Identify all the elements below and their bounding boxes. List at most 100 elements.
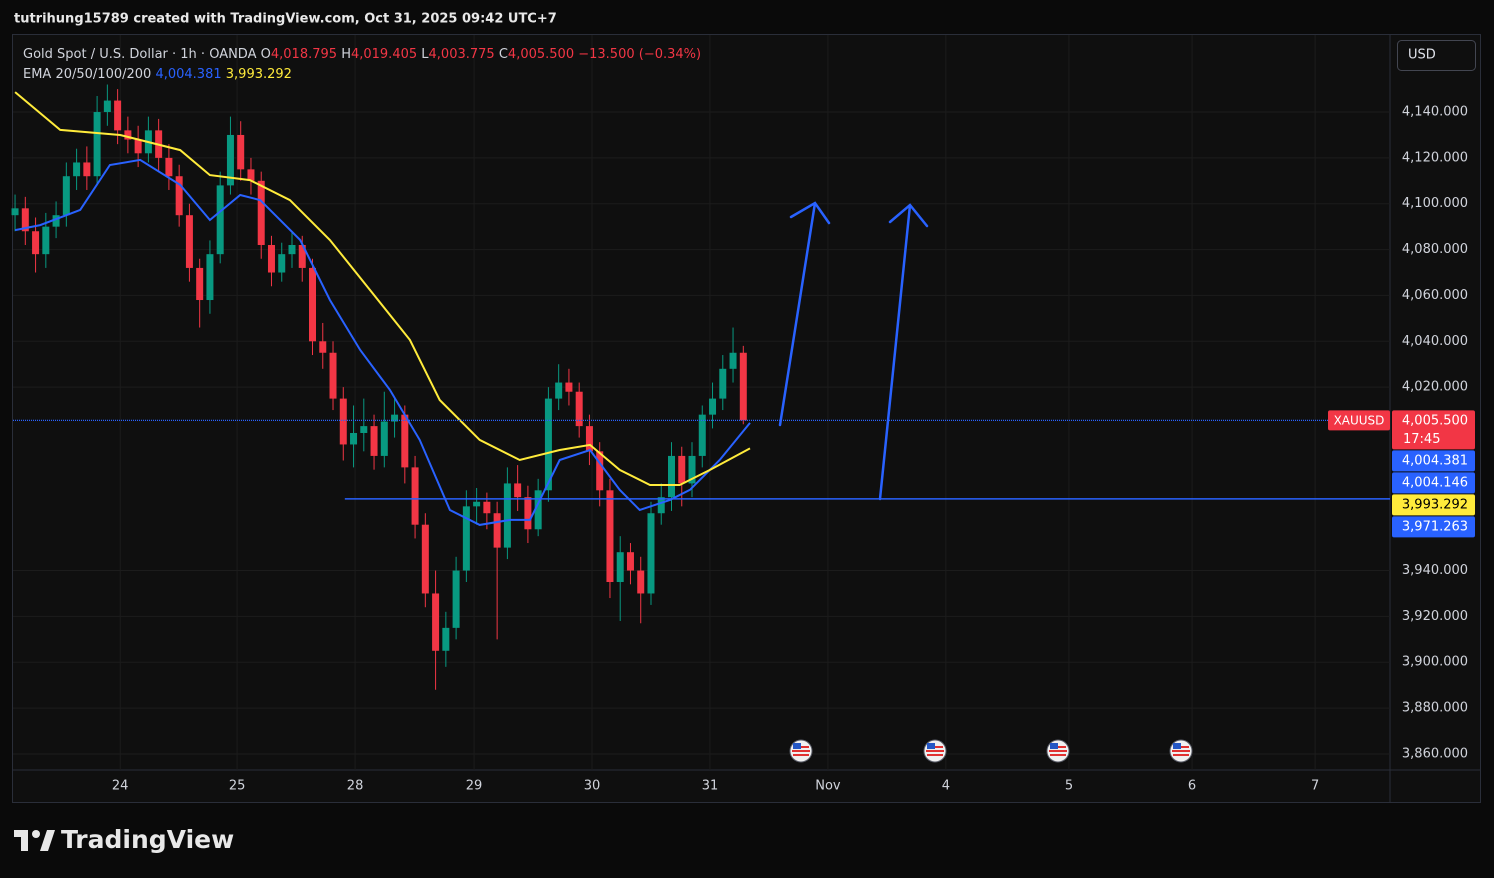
x-tick-label: 5 [1065,779,1073,794]
candle-body [698,414,706,456]
indicator-title: EMA 20/50/100/200 [23,67,151,82]
candle-body [626,552,634,571]
price-tag [1392,410,1475,450]
candle-body [719,368,727,399]
candle-body [11,208,19,216]
symbol-tag-label: XAUUSD [1334,413,1385,427]
y-tick-label: 4,120.000 [1402,150,1468,165]
price-tag-countdown: 17:45 [1403,432,1440,447]
ohlc-value: 4,005.500 [508,47,574,62]
us-flag-icon [1169,739,1193,763]
event-icons [789,739,1193,763]
candle-body [32,231,40,255]
y-tick-label: 3,900.000 [1402,655,1468,670]
credit: tutrihung15789 created with TradingView.… [14,12,557,27]
candle-body [288,245,296,255]
x-tick-label: 29 [466,779,483,794]
price-tag-label: 3,993.292 [1402,497,1468,512]
candle-body [226,134,234,186]
brand-logo [32,830,40,838]
candle-body [21,208,29,232]
candle-body [185,215,193,268]
candle-body [462,506,470,571]
candle-body [73,162,81,177]
y-tick-label: 3,860.000 [1402,746,1468,761]
candle-body [565,382,573,392]
ema-line [14,91,751,486]
price-tag-label: 3,971.263 [1402,519,1468,534]
candle-body [575,391,583,427]
arrow [878,203,929,501]
y-tick-label: 3,880.000 [1402,701,1468,716]
x-tick-label: 6 [1188,779,1196,794]
candle-body [739,352,747,421]
brand: TradingView [14,825,234,854]
price-tag-label: 4,004.381 [1402,453,1468,468]
currency-label[interactable]: USD [1408,48,1436,63]
symbol-tag [1328,410,1390,431]
candle-body [585,426,593,452]
candle-body [688,455,696,484]
candle-body [411,467,419,525]
grid [13,35,1390,770]
candle-body [175,176,183,216]
y-tick-label: 4,040.000 [1402,334,1468,349]
candle-body [134,139,142,154]
x-tick-label: 25 [229,779,246,794]
candle-body [555,382,563,399]
candle-body [401,414,409,468]
change: −13.500 (−0.34%) [578,47,701,62]
us-flag-icon [923,739,947,763]
candle-body [114,100,122,131]
currency-button[interactable] [1397,40,1476,71]
candle-body [616,552,624,583]
candle-body [596,451,604,491]
candle-body [206,254,214,301]
candle-body [421,524,429,594]
brand-name: TradingView [61,825,234,854]
candle-body [442,627,450,651]
candle-body [544,398,552,491]
candle-body [93,112,101,177]
y-tick-label: 3,920.000 [1402,609,1468,624]
indicator-value: 4,004.381 [155,67,221,82]
price-tag [1392,450,1475,472]
candle-body [165,157,173,177]
candle-body [216,185,224,255]
legend: Gold Spot / U.S. Dollar · 1h · OANDA O4,… [23,47,701,82]
candle-body [503,483,511,548]
candle-body [391,414,399,422]
candle-body [534,490,542,530]
candle-body [319,341,327,353]
price-tags: 4,005.500 17:45 XAUUSD 4,004.381 4,004.146 3,… [1328,410,1475,538]
ohlc-key: O [261,47,271,62]
candle-body [370,426,378,456]
price-tag-label: 4,004.146 [1402,475,1468,490]
arrow [778,201,831,427]
candle-body [493,513,501,548]
candle-body [514,483,522,498]
plot [11,84,1390,690]
candle-body [678,455,686,484]
ohlc-value: 4,019.405 [351,47,417,62]
candle-body [257,180,265,245]
candle-body [360,426,368,433]
ohlc-value: 4,018.795 [271,47,337,62]
ohlc-key: H [341,47,351,62]
candle-body [473,501,481,507]
candle-body [103,100,111,113]
us-flag-icon [1046,739,1070,763]
candle-body [196,267,204,301]
legend-row: EMA 20/50/100/200 4,004.381 3,993.292 [23,67,292,82]
price-tag [1392,516,1475,538]
candle-body [339,398,347,445]
candle-body [298,245,306,268]
candle-body [647,513,655,594]
y-tick-label: 3,940.000 [1402,563,1468,578]
x-tick-label: Nov [815,779,841,794]
y-tick-label: 4,060.000 [1402,288,1468,303]
candle-body [267,245,275,273]
x-tick-label: 31 [702,779,719,794]
